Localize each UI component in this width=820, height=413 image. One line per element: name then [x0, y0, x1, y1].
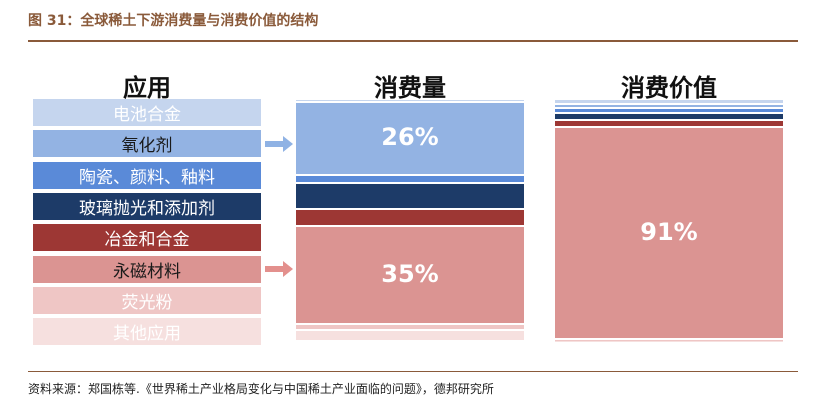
bar-segment: [555, 340, 783, 342]
source-note: 资料来源：郑国栋等.《世界稀土产业格局变化与中国稀土产业面临的问题》，德邦研究所: [28, 382, 494, 396]
bar-segment: [296, 330, 524, 340]
bar-segment: [296, 100, 524, 101]
data-label: 26%: [381, 123, 439, 152]
bar-segment: [296, 226, 524, 324]
legend-item: 荧光粉: [33, 286, 261, 314]
volume-column-header: 消费量: [374, 74, 446, 102]
title-divider: [28, 40, 798, 42]
bar-segment: [296, 325, 524, 329]
legend-item: 氧化剂: [33, 130, 261, 158]
bar-segment: [555, 120, 783, 126]
bar-segment: [296, 184, 524, 208]
bar-segment: [296, 209, 524, 225]
legend-item: 玻璃抛光和添加剂: [33, 192, 261, 220]
figure-title: 图 31：全球稀土下游消费量与消费价值的结构: [28, 13, 319, 29]
legend-item: 冶金和合金: [33, 224, 261, 252]
bar-segment: [555, 109, 783, 112]
legend-item: 电池合金: [33, 99, 261, 126]
bar-segment: [555, 104, 783, 108]
data-label: 91%: [640, 217, 698, 246]
bar-segment: [296, 102, 524, 174]
value-column-header: 消费价值: [621, 74, 717, 102]
legend-item: 其他应用: [33, 318, 261, 346]
bar-segment: [555, 127, 783, 338]
legend-column-header: 应用: [123, 74, 171, 102]
bar-segment: [296, 175, 524, 183]
arrow-icon: [265, 135, 293, 152]
bar-segment: [555, 100, 783, 103]
arrow-icon: [265, 261, 293, 277]
data-label: 35%: [381, 259, 439, 288]
bar-segment: [555, 113, 783, 119]
legend-item: 陶瓷、颜料、釉料: [33, 161, 261, 189]
legend-item: 永磁材料: [33, 255, 261, 283]
source-divider: [28, 371, 798, 372]
bar-segment: [555, 339, 783, 341]
